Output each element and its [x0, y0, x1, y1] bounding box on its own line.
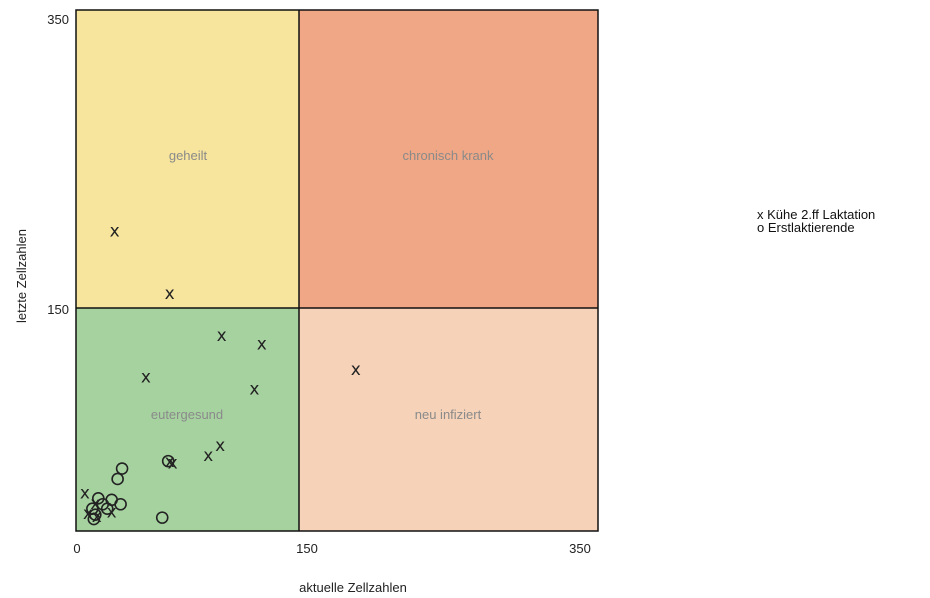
- data-point-x: x: [351, 360, 361, 380]
- zone-label-chronisch-krank: chronisch krank: [402, 148, 494, 163]
- data-point-o: [155, 511, 169, 524]
- plot-frame: [75, 9, 599, 532]
- data-point-o: [115, 462, 129, 475]
- legend-entry-x: x Kühe 2.ff Laktation: [757, 207, 876, 222]
- data-point-x: x: [257, 335, 267, 355]
- x-tick-label-max: 350: [569, 541, 591, 556]
- x-tick-label-mid: 150: [296, 541, 318, 556]
- data-point-x: x: [165, 452, 175, 472]
- data-point-o: [87, 512, 101, 526]
- x-tick-label-zero: 0: [73, 541, 80, 556]
- x-axis-title: aktuelle Zellzahlen: [299, 580, 407, 595]
- data-point-x: x: [80, 483, 90, 503]
- zone-label-eutergesund: eutergesund: [151, 407, 223, 422]
- legend-entry-o: o Erstlaktierende: [757, 220, 855, 235]
- data-point-x: x: [217, 326, 227, 346]
- data-point-o: [111, 472, 124, 486]
- zone-neu-infiziert: [299, 308, 598, 531]
- data-point-x: x: [165, 284, 175, 304]
- data-point-x: x: [92, 507, 102, 527]
- y-axis-title: letzte Zellzahlen: [14, 229, 29, 323]
- zone-chronisch-krank: [299, 10, 598, 308]
- data-point-x: x: [249, 379, 259, 399]
- data-point-x: x: [203, 446, 213, 466]
- data-point-x: x: [83, 504, 93, 524]
- data-point-x: x: [110, 222, 120, 242]
- legend: x Kühe 2.ff Laktation o Erstlaktierende: [757, 208, 875, 234]
- data-point-o: [96, 497, 110, 511]
- zone-geheilt: [76, 10, 299, 308]
- y-tick-label-top: 350: [47, 12, 69, 27]
- data-point-o: [161, 454, 175, 468]
- data-point-x: x: [215, 436, 225, 456]
- zone-label-neu-infiziert: neu infiziert: [415, 407, 482, 422]
- data-point-x: x: [141, 367, 151, 387]
- y-tick-label-mid: 150: [47, 302, 69, 317]
- zone-label-geheilt: geheilt: [169, 148, 208, 163]
- data-point-o: [100, 502, 114, 516]
- data-point-o: [114, 497, 127, 511]
